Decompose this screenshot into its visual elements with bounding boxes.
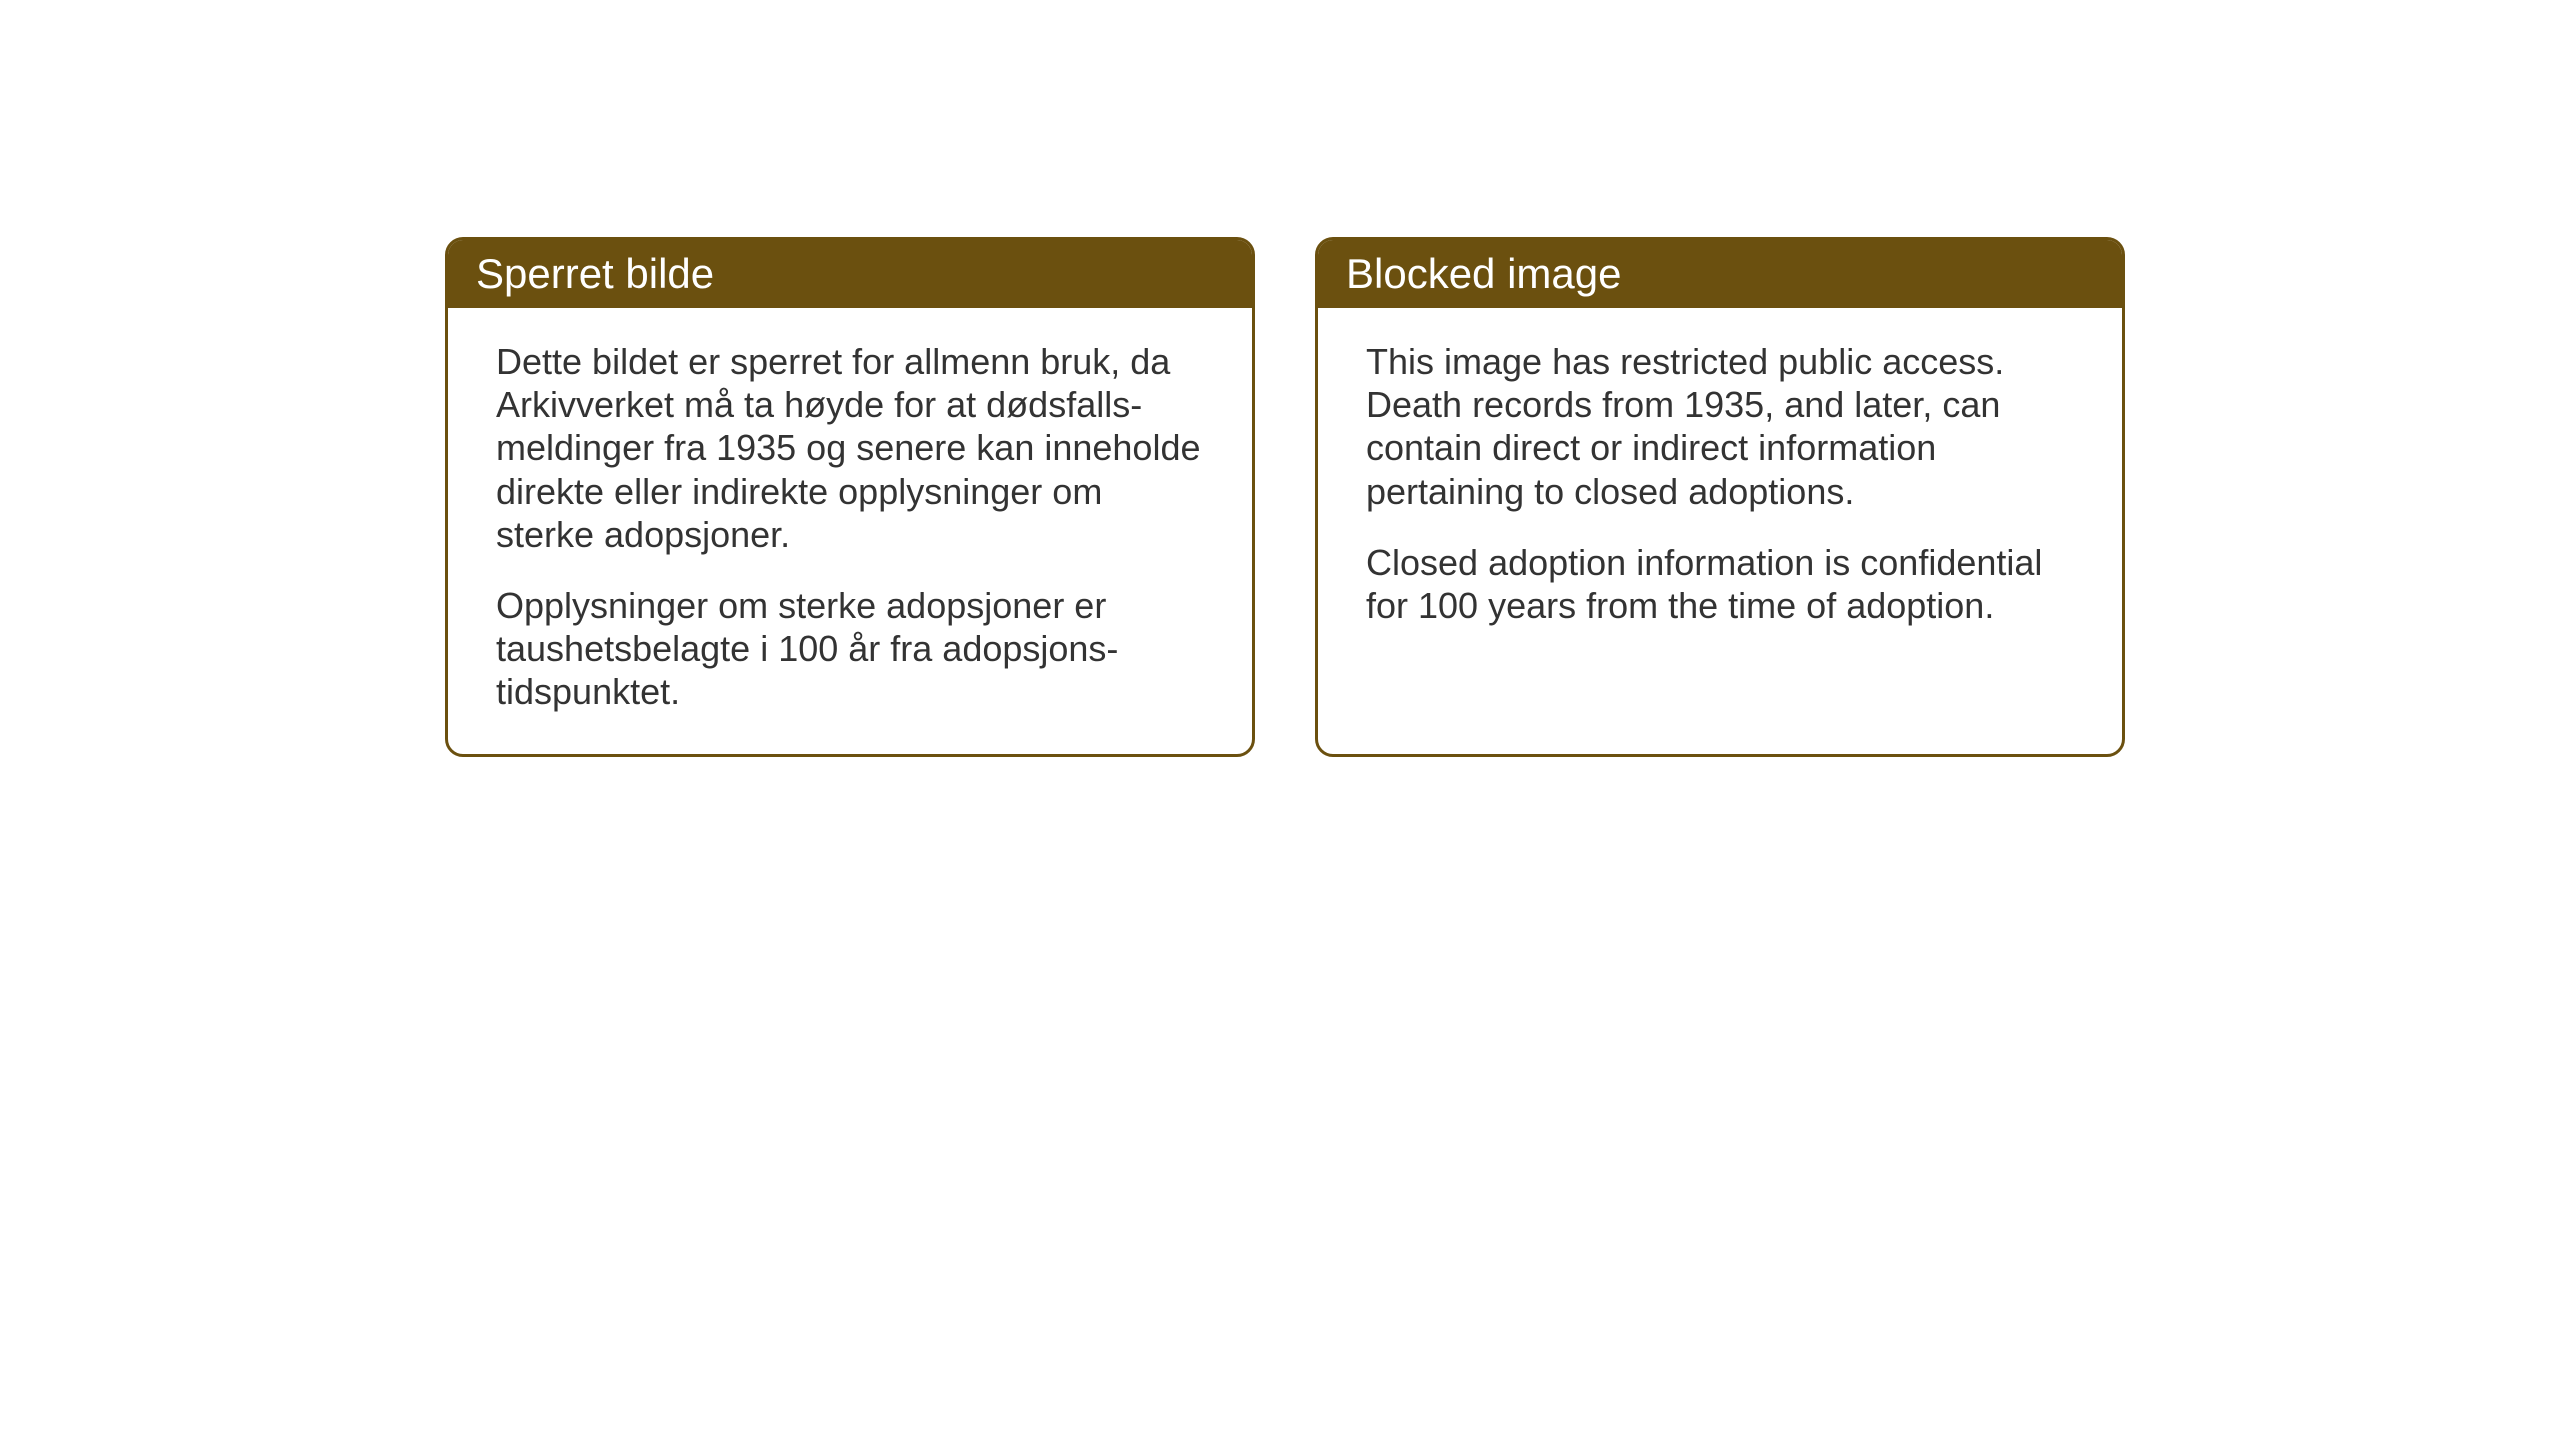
card-paragraph-2-english: Closed adoption information is confident… — [1366, 541, 2074, 627]
card-body-english: This image has restricted public access.… — [1318, 308, 2122, 667]
card-norwegian: Sperret bilde Dette bildet er sperret fo… — [445, 237, 1255, 757]
card-paragraph-2-norwegian: Opplysninger om sterke adopsjoner er tau… — [496, 584, 1204, 714]
card-paragraph-1-norwegian: Dette bildet er sperret for allmenn bruk… — [496, 340, 1204, 556]
card-body-norwegian: Dette bildet er sperret for allmenn bruk… — [448, 308, 1252, 754]
cards-container: Sperret bilde Dette bildet er sperret fo… — [445, 237, 2125, 757]
card-title-norwegian: Sperret bilde — [476, 250, 714, 297]
card-paragraph-1-english: This image has restricted public access.… — [1366, 340, 2074, 513]
card-header-norwegian: Sperret bilde — [448, 240, 1252, 308]
card-title-english: Blocked image — [1346, 250, 1621, 297]
card-english: Blocked image This image has restricted … — [1315, 237, 2125, 757]
card-header-english: Blocked image — [1318, 240, 2122, 308]
